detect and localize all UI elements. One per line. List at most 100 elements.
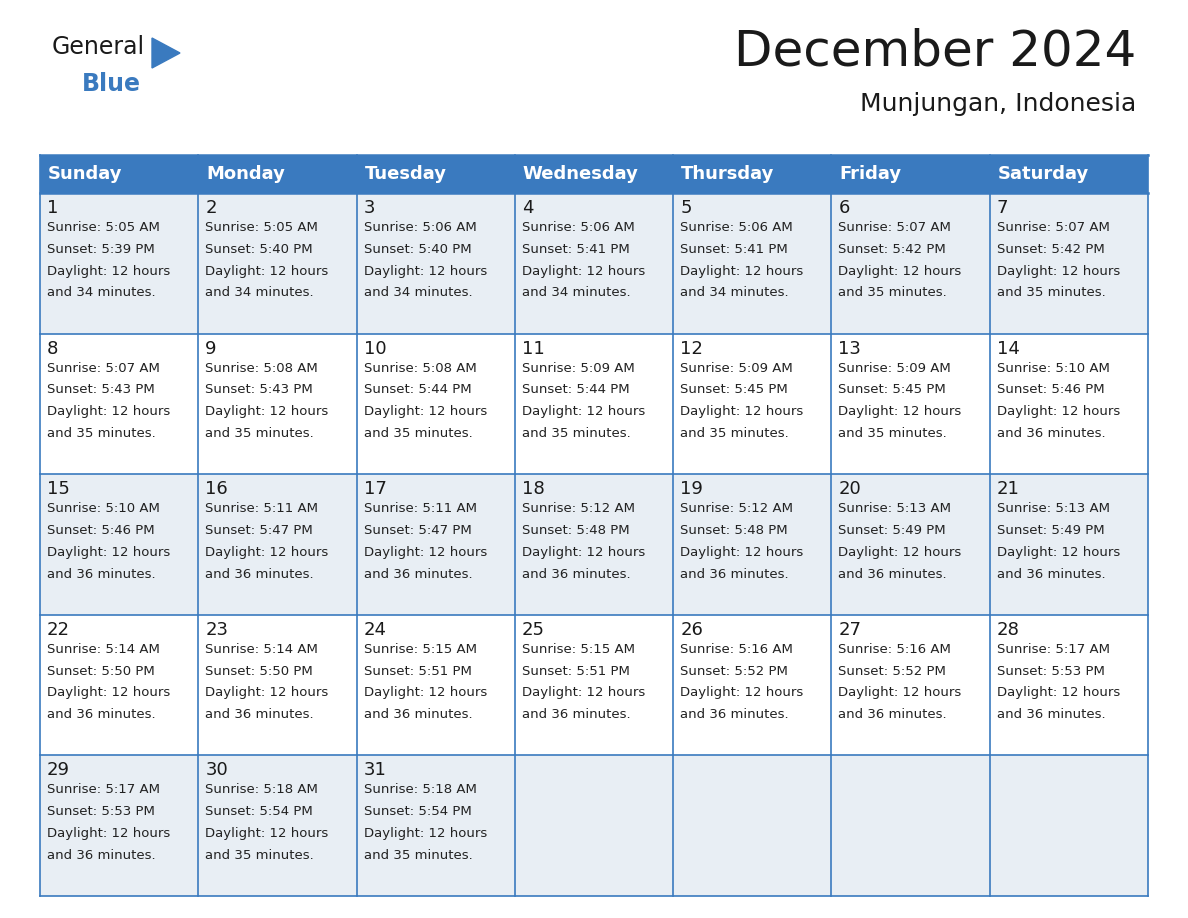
Text: 14: 14 [997, 340, 1019, 358]
Text: Sunrise: 5:18 AM: Sunrise: 5:18 AM [364, 783, 476, 797]
Text: Sunrise: 5:10 AM: Sunrise: 5:10 AM [48, 502, 160, 515]
Text: Daylight: 12 hours: Daylight: 12 hours [206, 687, 329, 700]
Text: Daylight: 12 hours: Daylight: 12 hours [522, 264, 645, 277]
Text: Sunset: 5:41 PM: Sunset: 5:41 PM [522, 242, 630, 256]
Bar [198, 333, 356, 475]
Text: and 36 minutes.: and 36 minutes. [522, 708, 631, 722]
Bar [40, 756, 198, 896]
Text: Daylight: 12 hours: Daylight: 12 hours [206, 264, 329, 277]
Text: 4: 4 [522, 199, 533, 217]
Text: Sunset: 5:46 PM: Sunset: 5:46 PM [48, 524, 154, 537]
Text: Monday: Monday [207, 165, 285, 183]
Text: Sunrise: 5:06 AM: Sunrise: 5:06 AM [364, 221, 476, 234]
Text: Daylight: 12 hours: Daylight: 12 hours [364, 687, 487, 700]
Text: Tuesday: Tuesday [365, 165, 447, 183]
Polygon shape [152, 38, 181, 68]
Text: Sunset: 5:42 PM: Sunset: 5:42 PM [997, 242, 1105, 256]
Bar [990, 615, 1148, 756]
Text: Sunset: 5:51 PM: Sunset: 5:51 PM [522, 665, 630, 677]
Text: and 35 minutes.: and 35 minutes. [364, 427, 473, 440]
Bar [990, 333, 1148, 475]
Text: Sunrise: 5:05 AM: Sunrise: 5:05 AM [206, 221, 318, 234]
Text: Daylight: 12 hours: Daylight: 12 hours [522, 546, 645, 559]
Text: Sunrise: 5:11 AM: Sunrise: 5:11 AM [364, 502, 476, 515]
Text: and 36 minutes.: and 36 minutes. [997, 567, 1105, 580]
Text: Sunset: 5:49 PM: Sunset: 5:49 PM [997, 524, 1105, 537]
Text: 16: 16 [206, 480, 228, 498]
Text: 26: 26 [681, 621, 703, 639]
Bar [674, 333, 832, 475]
Bar [514, 615, 674, 756]
Bar [832, 155, 990, 193]
Text: and 36 minutes.: and 36 minutes. [522, 567, 631, 580]
Text: Sunday: Sunday [48, 165, 122, 183]
Text: Wednesday: Wednesday [523, 165, 639, 183]
Text: 25: 25 [522, 621, 545, 639]
Text: Sunset: 5:54 PM: Sunset: 5:54 PM [206, 805, 312, 818]
Text: and 36 minutes.: and 36 minutes. [48, 708, 156, 722]
Text: 22: 22 [48, 621, 70, 639]
Bar [356, 155, 514, 193]
Text: and 36 minutes.: and 36 minutes. [364, 567, 472, 580]
Text: Sunrise: 5:14 AM: Sunrise: 5:14 AM [48, 643, 160, 655]
Bar [674, 756, 832, 896]
Bar [40, 475, 198, 615]
Text: Daylight: 12 hours: Daylight: 12 hours [364, 546, 487, 559]
Bar [832, 615, 990, 756]
Text: and 36 minutes.: and 36 minutes. [997, 708, 1105, 722]
Text: Sunset: 5:53 PM: Sunset: 5:53 PM [997, 665, 1105, 677]
Bar [514, 155, 674, 193]
Text: Sunrise: 5:17 AM: Sunrise: 5:17 AM [997, 643, 1110, 655]
Text: 29: 29 [48, 761, 70, 779]
Bar [198, 615, 356, 756]
Text: 28: 28 [997, 621, 1019, 639]
Text: Sunset: 5:40 PM: Sunset: 5:40 PM [206, 242, 312, 256]
Text: Munjungan, Indonesia: Munjungan, Indonesia [860, 92, 1136, 116]
Text: 15: 15 [48, 480, 70, 498]
Text: 20: 20 [839, 480, 861, 498]
Text: Daylight: 12 hours: Daylight: 12 hours [206, 546, 329, 559]
Text: Sunrise: 5:16 AM: Sunrise: 5:16 AM [681, 643, 794, 655]
Text: 10: 10 [364, 340, 386, 358]
Text: 13: 13 [839, 340, 861, 358]
Bar [514, 333, 674, 475]
Text: Daylight: 12 hours: Daylight: 12 hours [997, 687, 1120, 700]
Bar [514, 193, 674, 333]
Text: Sunrise: 5:18 AM: Sunrise: 5:18 AM [206, 783, 318, 797]
Text: Sunrise: 5:07 AM: Sunrise: 5:07 AM [839, 221, 952, 234]
Text: 5: 5 [681, 199, 691, 217]
Text: Daylight: 12 hours: Daylight: 12 hours [681, 687, 803, 700]
Text: Sunrise: 5:06 AM: Sunrise: 5:06 AM [522, 221, 634, 234]
Text: 30: 30 [206, 761, 228, 779]
Text: 18: 18 [522, 480, 544, 498]
Text: and 36 minutes.: and 36 minutes. [48, 849, 156, 862]
Text: Sunrise: 5:08 AM: Sunrise: 5:08 AM [364, 362, 476, 375]
Text: Daylight: 12 hours: Daylight: 12 hours [839, 264, 961, 277]
Bar [832, 475, 990, 615]
Text: December 2024: December 2024 [734, 28, 1136, 76]
Text: Sunset: 5:41 PM: Sunset: 5:41 PM [681, 242, 788, 256]
Text: Daylight: 12 hours: Daylight: 12 hours [997, 546, 1120, 559]
Bar [832, 193, 990, 333]
Text: Daylight: 12 hours: Daylight: 12 hours [839, 405, 961, 419]
Text: Sunset: 5:45 PM: Sunset: 5:45 PM [839, 384, 946, 397]
Bar [40, 155, 198, 193]
Text: Sunset: 5:47 PM: Sunset: 5:47 PM [206, 524, 312, 537]
Text: and 34 minutes.: and 34 minutes. [364, 286, 472, 299]
Bar [990, 193, 1148, 333]
Text: Daylight: 12 hours: Daylight: 12 hours [48, 264, 170, 277]
Text: Sunrise: 5:07 AM: Sunrise: 5:07 AM [997, 221, 1110, 234]
Text: Sunrise: 5:05 AM: Sunrise: 5:05 AM [48, 221, 160, 234]
Bar [198, 193, 356, 333]
Bar [514, 756, 674, 896]
Text: Sunset: 5:52 PM: Sunset: 5:52 PM [681, 665, 788, 677]
Text: Daylight: 12 hours: Daylight: 12 hours [997, 405, 1120, 419]
Text: Daylight: 12 hours: Daylight: 12 hours [522, 405, 645, 419]
Text: and 36 minutes.: and 36 minutes. [681, 567, 789, 580]
Text: Sunrise: 5:07 AM: Sunrise: 5:07 AM [48, 362, 160, 375]
Text: Sunrise: 5:16 AM: Sunrise: 5:16 AM [839, 643, 952, 655]
Text: Sunrise: 5:09 AM: Sunrise: 5:09 AM [681, 362, 792, 375]
Text: Thursday: Thursday [681, 165, 775, 183]
Bar [356, 615, 514, 756]
Text: and 34 minutes.: and 34 minutes. [522, 286, 631, 299]
